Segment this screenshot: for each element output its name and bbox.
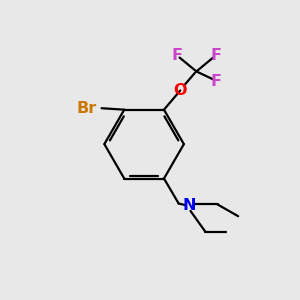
Text: F: F — [210, 48, 221, 63]
Text: F: F — [210, 74, 221, 89]
Text: N: N — [182, 197, 196, 212]
Text: Br: Br — [76, 101, 96, 116]
Text: F: F — [172, 48, 183, 63]
Text: O: O — [173, 83, 187, 98]
